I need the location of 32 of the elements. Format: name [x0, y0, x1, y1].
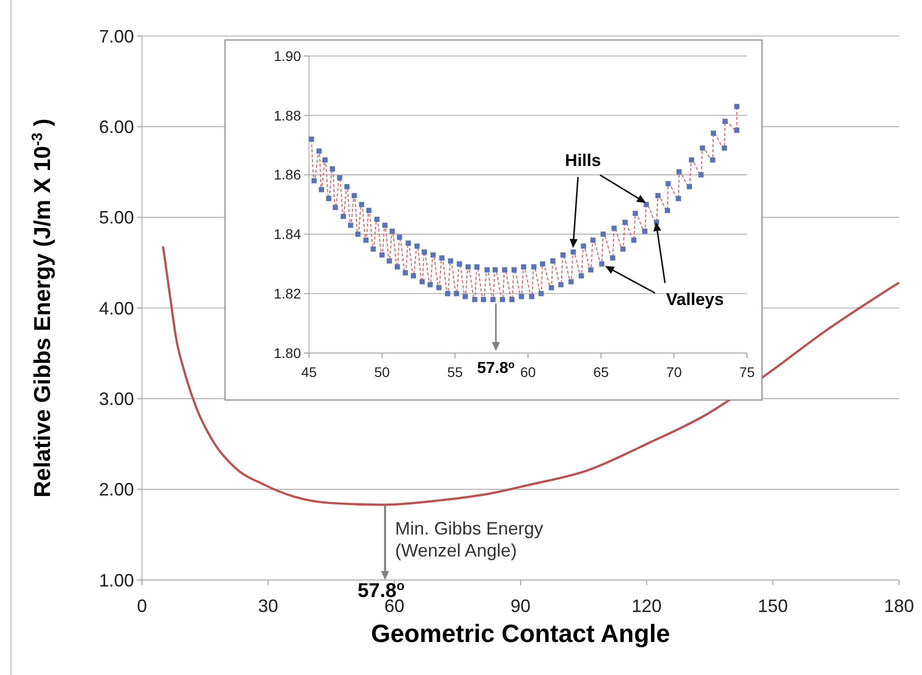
y-tick-label: 1.80	[274, 344, 302, 361]
y-tick-label: 1.88	[274, 107, 302, 124]
x-tick-label: 70	[666, 364, 682, 380]
y-tick-label: 1.82	[274, 286, 302, 302]
x-axis-title: Geometric Contact Angle	[370, 620, 670, 648]
y-tick-label: 1.90	[274, 48, 302, 64]
y-tick-label: 5.00	[98, 208, 134, 228]
x-tick-label: 120	[632, 596, 662, 616]
annotation: Min. Gibbs Energy (Wenzel Angle)	[395, 518, 544, 561]
x-tick-label: 180	[884, 596, 914, 616]
x-tick-label: 45	[301, 364, 317, 380]
annotation: Valleys	[666, 290, 724, 309]
x-tick-label: 60	[520, 364, 536, 380]
y-tick-label: 1.86	[274, 166, 302, 183]
y-tick-label: 4.00	[98, 298, 134, 318]
y-tick-label: 1.84	[274, 226, 302, 242]
y-tick-label: 7.00	[98, 26, 134, 46]
line-series	[162, 245, 900, 506]
x-tick-label: 0	[136, 596, 148, 616]
y-tick-label: 2.00	[98, 480, 134, 500]
x-tick-label: 65	[593, 364, 609, 380]
x-tick-label: 150	[758, 596, 788, 616]
x-tick-label: 30	[258, 596, 278, 616]
y-tick-label: 3.00	[98, 388, 134, 409]
y-tick-label: 1.00	[98, 570, 134, 590]
annotation: 57.8$^{o}$	[477, 360, 515, 377]
x-tick-label: 55	[447, 364, 463, 380]
x-tick-label: 75	[739, 364, 755, 380]
x-tick-label: 50	[374, 364, 390, 380]
annotation: Hills	[565, 151, 601, 170]
y-tick-label: 6.00	[98, 116, 134, 137]
x-tick-label: 90	[510, 596, 531, 616]
